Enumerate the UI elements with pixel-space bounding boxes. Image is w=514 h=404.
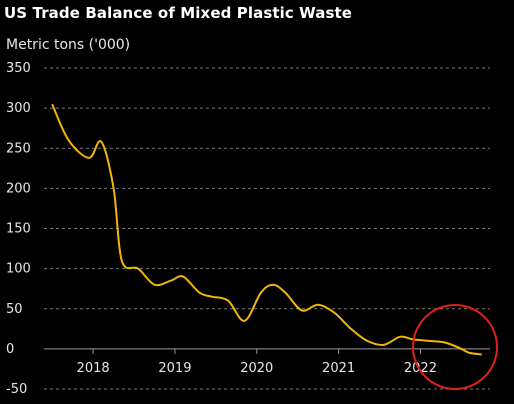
y-tick-label: 300 bbox=[6, 101, 31, 116]
x-tick-label: 2020 bbox=[240, 361, 273, 376]
y-tick-label: 200 bbox=[6, 181, 31, 196]
x-tick-label: 2019 bbox=[158, 361, 191, 376]
x-tick-label: 2021 bbox=[322, 361, 355, 376]
y-tick-label: 350 bbox=[6, 61, 31, 76]
highlight-circle bbox=[412, 304, 498, 390]
y-tick-label: 0 bbox=[6, 342, 14, 357]
chart-title: US Trade Balance of Mixed Plastic Waste bbox=[4, 4, 353, 22]
y-tick-label: -50 bbox=[6, 382, 27, 397]
x-tick-labels: 2018 2019 2020 2021 2022 bbox=[77, 361, 437, 376]
data-points bbox=[52, 104, 482, 355]
y-tick-label: 50 bbox=[6, 302, 23, 317]
y-tick-label: 150 bbox=[6, 222, 31, 237]
series-line bbox=[51, 103, 482, 356]
y-axis-label: Metric tons ('000) bbox=[6, 37, 131, 53]
x-tick-marks bbox=[92, 348, 421, 354]
x-tick-label: 2022 bbox=[404, 361, 437, 376]
y-tick-label: 100 bbox=[6, 262, 31, 277]
y-tick-labels: -50 0 50 100 150 200 250 300 350 bbox=[6, 61, 31, 397]
x-tick-label: 2018 bbox=[77, 361, 110, 376]
y-tick-label: 250 bbox=[6, 141, 31, 156]
